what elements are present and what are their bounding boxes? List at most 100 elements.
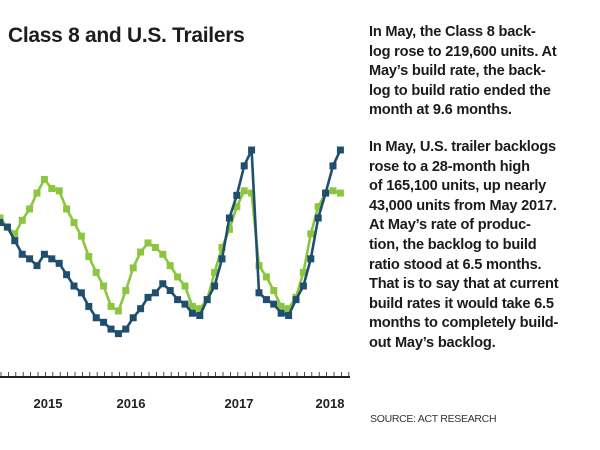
text-line: log rose to 219,600 units. At bbox=[369, 43, 557, 60]
data-point bbox=[107, 325, 115, 333]
data-point bbox=[144, 239, 152, 247]
series-1 bbox=[0, 146, 344, 338]
data-point bbox=[122, 325, 130, 333]
data-point bbox=[255, 262, 263, 270]
data-point bbox=[63, 205, 71, 213]
data-point bbox=[240, 187, 248, 195]
data-point bbox=[70, 282, 78, 290]
data-point bbox=[166, 262, 174, 270]
data-point bbox=[151, 243, 159, 251]
data-point bbox=[329, 187, 337, 195]
text-line: ratio stood at 6.5 months. bbox=[369, 256, 542, 273]
x-tick-label: 2018 bbox=[316, 396, 345, 411]
data-point bbox=[11, 237, 19, 245]
data-point bbox=[188, 309, 196, 317]
text-line: At May’s rate of produc- bbox=[369, 217, 531, 234]
data-point bbox=[277, 309, 285, 317]
chart-title: Class 8 and U.S. Trailers bbox=[8, 24, 245, 47]
data-point bbox=[188, 302, 196, 310]
commentary: In May, the Class 8 back-log rose to 219… bbox=[369, 23, 600, 371]
data-point bbox=[107, 302, 115, 310]
data-point bbox=[100, 318, 108, 326]
data-point bbox=[159, 250, 167, 258]
data-point bbox=[225, 225, 233, 233]
data-point bbox=[48, 255, 56, 263]
x-axis bbox=[0, 372, 350, 378]
data-point bbox=[33, 189, 41, 197]
text-line: May’s build rate, the back- bbox=[369, 63, 546, 80]
data-point bbox=[329, 162, 337, 170]
data-point bbox=[55, 187, 63, 195]
data-point bbox=[122, 287, 130, 295]
data-point bbox=[181, 300, 189, 308]
data-point bbox=[299, 282, 307, 290]
data-point bbox=[285, 305, 293, 313]
paragraph-trailers: In May, U.S. trailer backlogs rose to a 2… bbox=[369, 138, 600, 354]
data-point bbox=[240, 162, 248, 170]
data-point bbox=[85, 302, 93, 310]
data-point bbox=[137, 248, 145, 256]
data-point bbox=[40, 250, 48, 258]
data-point bbox=[85, 253, 93, 261]
data-point bbox=[55, 259, 63, 267]
data-point bbox=[137, 305, 145, 313]
line-chart: 2015 2016 2017 2018 bbox=[0, 146, 350, 411]
data-point bbox=[322, 189, 330, 197]
data-point bbox=[196, 305, 204, 313]
data-point bbox=[277, 302, 285, 310]
data-point bbox=[129, 264, 137, 272]
text-line: That is to say that at current bbox=[369, 276, 559, 293]
x-tick-label: 2017 bbox=[225, 396, 254, 411]
data-point bbox=[92, 268, 100, 276]
text-line: log to build ratio ended the bbox=[369, 82, 551, 99]
data-point bbox=[18, 250, 26, 258]
data-point bbox=[218, 255, 226, 263]
data-point bbox=[11, 230, 19, 238]
data-point bbox=[48, 185, 56, 193]
data-point bbox=[77, 232, 85, 240]
x-tick-label: 2015 bbox=[34, 396, 63, 411]
data-point bbox=[233, 203, 241, 211]
data-point bbox=[211, 268, 219, 276]
data-point bbox=[70, 219, 78, 227]
data-point bbox=[3, 223, 11, 231]
data-point bbox=[211, 282, 219, 290]
data-point bbox=[336, 189, 344, 197]
data-point bbox=[248, 189, 256, 197]
data-point bbox=[0, 219, 4, 227]
data-point bbox=[129, 314, 137, 322]
text-line: tion, the backlog to build bbox=[369, 236, 537, 253]
text-line: month at 9.6 months. bbox=[369, 102, 512, 119]
data-point bbox=[292, 296, 300, 304]
data-point bbox=[77, 289, 85, 297]
data-point bbox=[225, 214, 233, 222]
data-point bbox=[26, 205, 34, 213]
data-point bbox=[262, 296, 270, 304]
data-point bbox=[336, 146, 344, 154]
data-point bbox=[114, 307, 122, 315]
data-point bbox=[314, 214, 322, 222]
data-point bbox=[174, 273, 182, 281]
data-point bbox=[33, 262, 41, 270]
data-point bbox=[307, 255, 315, 263]
data-point bbox=[26, 255, 34, 263]
data-point bbox=[196, 311, 204, 319]
x-tick-labels: 2015 2016 2017 2018 bbox=[34, 396, 345, 411]
data-point bbox=[92, 314, 100, 322]
x-tick-label: 2016 bbox=[117, 396, 146, 411]
data-point bbox=[100, 282, 108, 290]
source-note: SOURCE: ACT RESEARCH bbox=[370, 413, 497, 425]
data-point bbox=[40, 175, 48, 183]
text-line: rose to a 28-month high bbox=[369, 158, 530, 175]
data-point bbox=[270, 300, 278, 308]
data-point bbox=[255, 289, 263, 297]
data-point bbox=[218, 243, 226, 251]
data-point bbox=[262, 273, 270, 281]
data-point bbox=[285, 311, 293, 319]
data-point bbox=[314, 203, 322, 211]
data-point bbox=[63, 271, 71, 279]
data-point bbox=[159, 280, 167, 288]
text-line: months to completely build- bbox=[369, 315, 559, 332]
data-point bbox=[181, 282, 189, 290]
text-line: In May, U.S. trailer backlogs bbox=[369, 138, 556, 155]
